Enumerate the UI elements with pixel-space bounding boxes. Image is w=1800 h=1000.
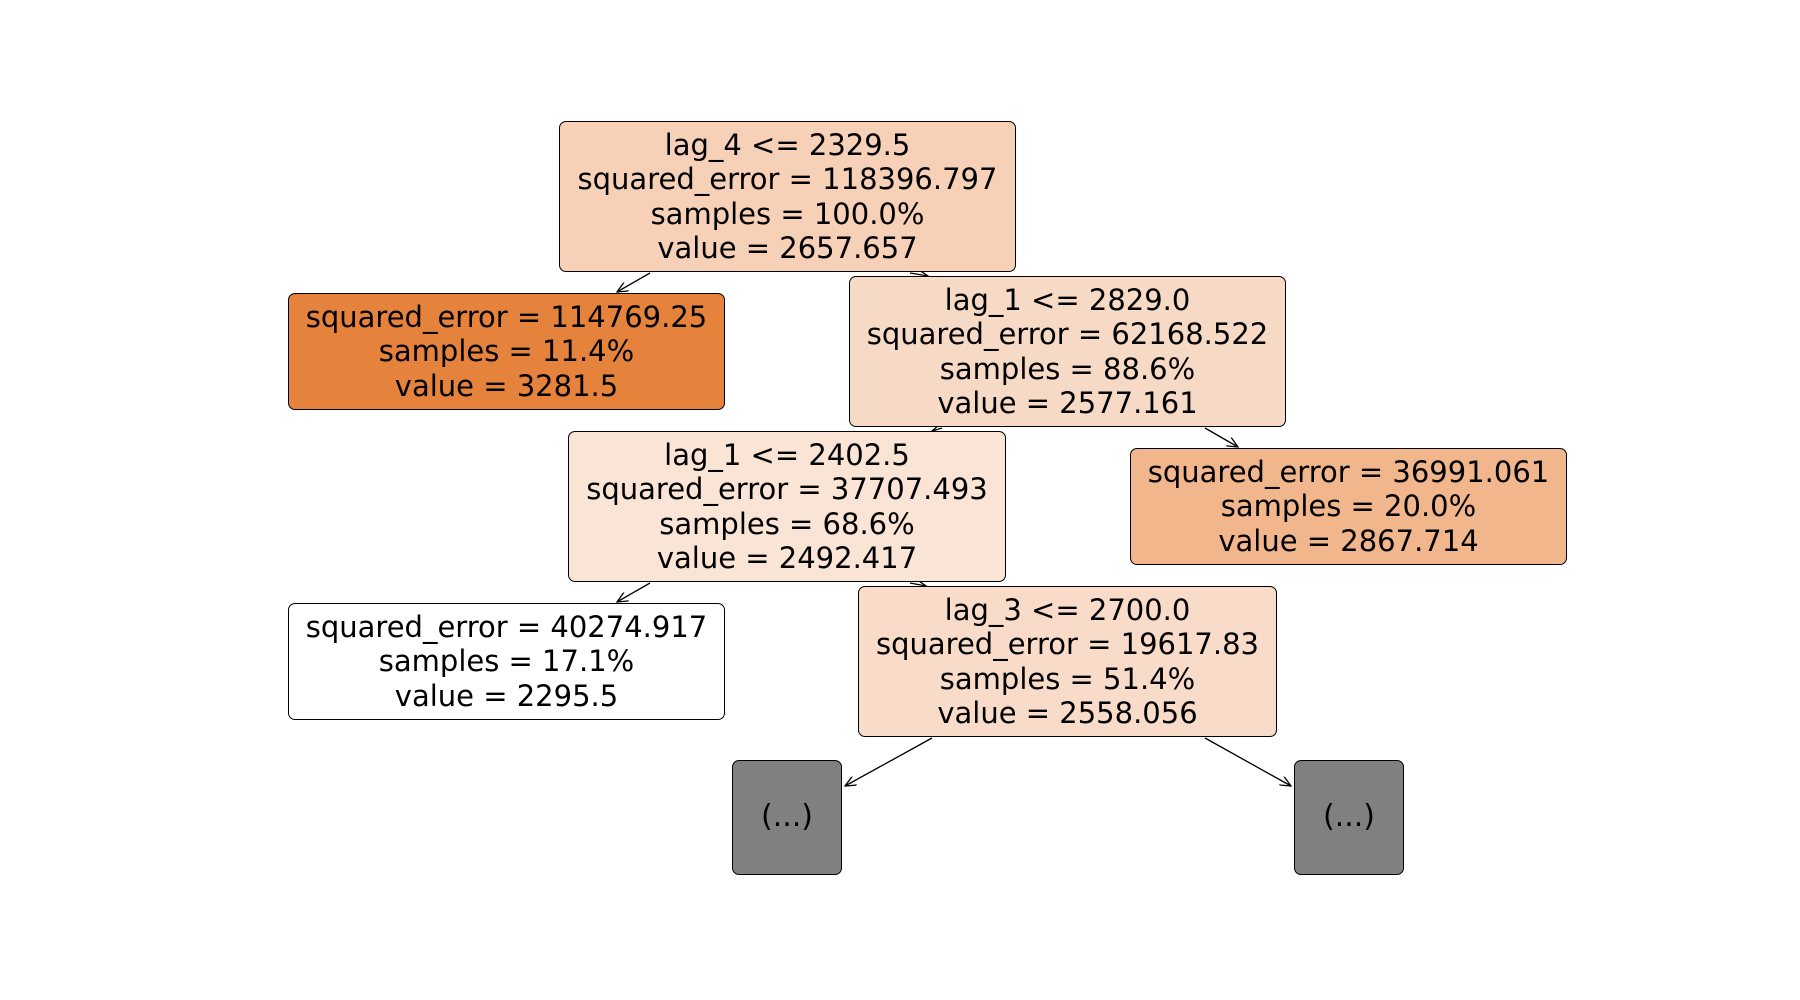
tree-edge-arrow bbox=[845, 737, 933, 786]
tree-edge-arrow bbox=[909, 273, 928, 276]
tree-edge-arrow bbox=[617, 272, 651, 292]
node-text-line: value = 2558.056 bbox=[937, 696, 1198, 730]
node-text-line: samples = 20.0% bbox=[1220, 489, 1477, 524]
tree-edge-arrow bbox=[909, 583, 926, 586]
node-text-line: (...) bbox=[760, 799, 814, 835]
node-text-line: value = 2577.161 bbox=[937, 386, 1198, 420]
node-text-line: lag_3 <= 2700.0 bbox=[944, 592, 1191, 627]
node-text-line: lag_1 <= 2402.5 bbox=[664, 437, 910, 472]
node-text-line: squared_error = 62168.522 bbox=[866, 317, 1269, 351]
node-text-line: squared_error = 40274.917 bbox=[305, 609, 708, 644]
tree-node: lag_1 <= 2402.5 squared_error = 37707.493… bbox=[568, 431, 1006, 582]
tree-node: lag_3 <= 2700.0 squared_error = 19617.83 s… bbox=[858, 586, 1277, 737]
node-text-line: value = 2657.657 bbox=[657, 231, 918, 265]
node-text-line: lag_4 <= 2329.5 bbox=[664, 127, 911, 162]
tree-edge-arrow bbox=[1204, 427, 1238, 447]
node-text-line: squared_error = 37707.493 bbox=[586, 472, 988, 506]
node-text-line: squared_error = 118396.797 bbox=[577, 162, 998, 196]
tree-node: squared_error = 36991.061 samples = 20.0%… bbox=[1130, 448, 1567, 565]
tree-edge-arrow bbox=[932, 428, 942, 431]
tree-node: lag_4 <= 2329.5 squared_error = 118396.79… bbox=[559, 121, 1016, 272]
node-text-line: samples = 88.6% bbox=[939, 351, 1196, 386]
tree-node: squared_error = 40274.917 samples = 17.1%… bbox=[288, 603, 725, 720]
node-text-line: value = 3281.5 bbox=[394, 368, 619, 403]
tree-edge-arrow bbox=[1204, 737, 1291, 786]
tree-node: lag_1 <= 2829.0 squared_error = 62168.522… bbox=[849, 276, 1286, 427]
tree-node-truncated: (...) bbox=[1294, 760, 1404, 875]
tree-edge-arrow bbox=[617, 582, 651, 602]
node-text-line: samples = 17.1% bbox=[378, 644, 635, 679]
node-text-line: samples = 51.4% bbox=[939, 661, 1196, 696]
node-text-line: squared_error = 36991.061 bbox=[1147, 454, 1550, 489]
node-text-line: (...) bbox=[1322, 799, 1376, 835]
node-text-line: squared_error = 114769.25 bbox=[305, 299, 708, 334]
node-text-line: value = 2295.5 bbox=[394, 678, 619, 713]
node-text-line: samples = 100.0% bbox=[650, 196, 925, 231]
node-text-line: value = 2867.714 bbox=[1218, 523, 1479, 558]
tree-node-truncated: (...) bbox=[732, 760, 842, 875]
node-text-line: squared_error = 19617.83 bbox=[875, 627, 1260, 661]
node-text-line: value = 2492.417 bbox=[656, 541, 918, 575]
node-text-line: lag_1 <= 2829.0 bbox=[944, 282, 1191, 317]
node-text-line: samples = 11.4% bbox=[378, 334, 635, 369]
node-text-line: samples = 68.6% bbox=[659, 506, 915, 541]
tree-node: squared_error = 114769.25 samples = 11.4%… bbox=[288, 293, 725, 410]
